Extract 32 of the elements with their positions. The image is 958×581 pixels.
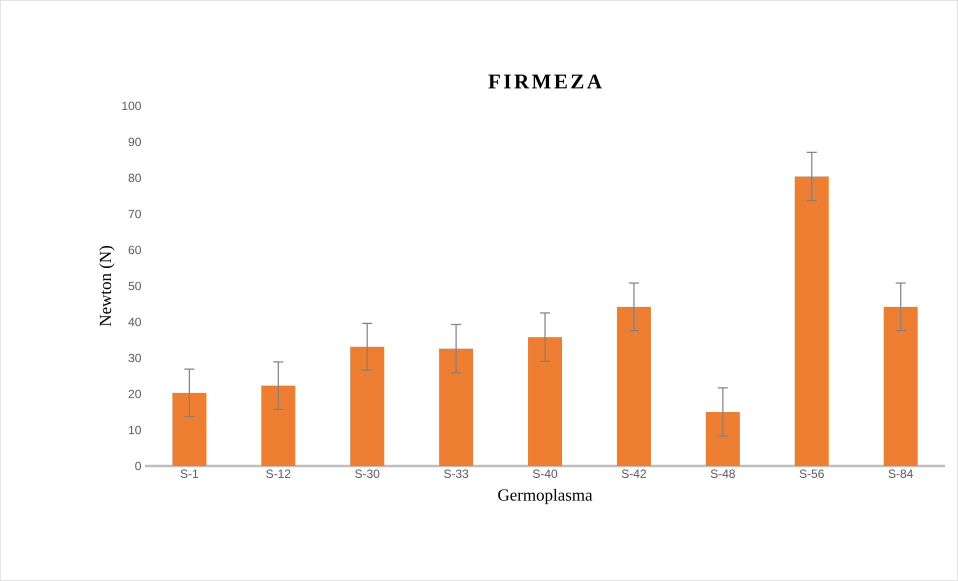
x-tick-label: S-33 [444, 470, 468, 478]
x-tick-label: S-84 [888, 470, 913, 478]
x-tick-label: S-1 [180, 470, 198, 478]
x-tick-label: S-56 [800, 470, 824, 478]
bar [172, 392, 206, 466]
bar [261, 386, 296, 466]
y-tick-label: 70 [128, 210, 141, 218]
y-tick-label: 10 [129, 426, 141, 434]
chart-title: FIRMEZA [488, 74, 602, 88]
bar [706, 412, 740, 466]
x-tick-label: S-30 [355, 470, 380, 478]
x-tick-label: S-40 [532, 470, 558, 478]
bar [884, 306, 918, 466]
x-tick-label: S-12 [266, 470, 290, 478]
y-tick-label: 60 [128, 246, 141, 254]
bar [439, 348, 474, 466]
y-axis-title: Newton (N) [99, 246, 115, 326]
y-tick-label: 50 [128, 282, 141, 290]
x-tick-label: S-42 [622, 470, 646, 478]
y-tick-label: 20 [128, 390, 141, 398]
bar [794, 176, 829, 466]
x-axis-title: Germoplasma [498, 488, 592, 504]
y-tick-label: 80 [128, 174, 141, 182]
x-tick-label: S-48 [710, 470, 735, 478]
y-tick-label: 30 [128, 354, 141, 362]
bar [616, 306, 651, 466]
y-tick-label: 40 [128, 318, 141, 326]
bar [350, 346, 384, 466]
bar [528, 337, 562, 466]
y-tick-label: 100 [122, 102, 141, 110]
y-tick-label: 90 [128, 138, 141, 146]
y-tick-label: 0 [135, 462, 141, 470]
